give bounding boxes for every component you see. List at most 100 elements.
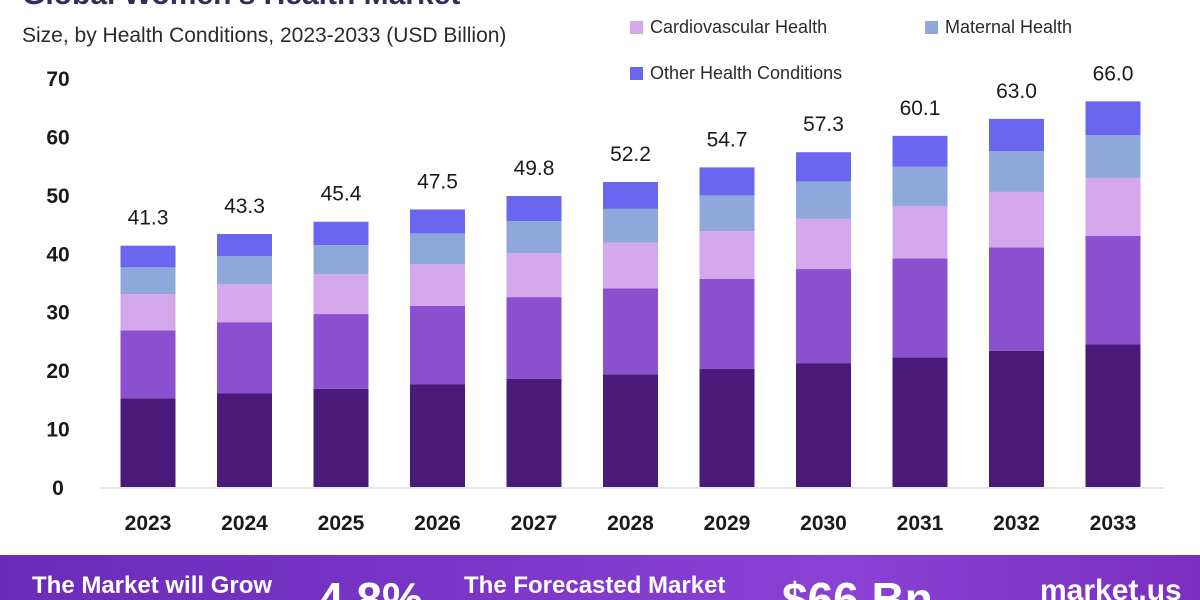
bar-segment: [796, 152, 851, 182]
legend-swatch: [630, 21, 643, 34]
bar-total-label: 43.3: [224, 195, 265, 218]
y-tick-label: 30: [46, 302, 69, 325]
bar-segment: [1085, 177, 1141, 236]
bar-segment: [506, 297, 562, 379]
bar-segment: [699, 368, 755, 487]
page-title: Global Women's Health Market: [22, 0, 460, 12]
bar-segment: [699, 167, 755, 196]
bar-segment: [120, 330, 176, 399]
bar-total-label: 57.3: [803, 113, 844, 136]
bar-segment: [699, 231, 755, 279]
bar-segment: [796, 218, 851, 270]
bar-segment: [892, 258, 948, 358]
bar-segment: [217, 284, 272, 323]
bar-segment: [1085, 135, 1141, 178]
x-tick-label: 2023: [125, 512, 172, 535]
bar-segment: [989, 247, 1044, 351]
bar-segment: [989, 118, 1044, 152]
legend-item-other: Other Health Conditions: [630, 63, 842, 84]
legend-swatch: [630, 67, 643, 80]
bar-segment: [120, 294, 176, 331]
bar-segment: [603, 288, 658, 375]
bar-segment: [410, 305, 465, 385]
x-tick-label: 2025: [318, 512, 365, 535]
bar-segment: [217, 322, 272, 394]
bar-segment: [1085, 101, 1141, 136]
bar-total-label: 63.0: [996, 80, 1037, 103]
bar-segment: [313, 314, 369, 389]
bar-segment: [410, 209, 465, 234]
bar-total-label: 49.8: [514, 157, 555, 180]
legend-item-cardiovascular: Cardiovascular Health: [630, 17, 827, 38]
bar-segment: [313, 221, 369, 246]
bar-total-label: 54.7: [707, 128, 748, 151]
bar-segment: [217, 233, 272, 257]
x-tick-label: 2026: [414, 512, 461, 535]
legend-swatch: [925, 21, 938, 34]
x-tick-label: 2033: [1090, 512, 1137, 535]
bar-segment: [699, 195, 755, 232]
banner-cagr-value: 4.8%: [318, 573, 423, 600]
banner-forecast-value: $66 Bn: [782, 573, 933, 600]
bar-segment: [892, 205, 948, 259]
bar-segment: [699, 278, 755, 369]
bar-total-label: 41.3: [128, 207, 169, 230]
bar-segment: [603, 242, 658, 289]
y-tick-label: 70: [46, 68, 69, 91]
bar-segment: [1085, 344, 1141, 487]
bar-segment: [410, 264, 465, 306]
chart-subtitle: Size, by Health Conditions, 2023-2033 (U…: [22, 24, 507, 47]
bar-segment: [506, 196, 562, 222]
bar-total-label: 52.2: [610, 143, 651, 166]
bar-segment: [120, 398, 176, 487]
y-tick-label: 50: [46, 185, 69, 208]
bar-segment: [506, 378, 562, 487]
bar-segment: [410, 233, 465, 265]
bar-segment: [989, 191, 1044, 248]
bar-segment: [892, 135, 948, 167]
bar-segment: [796, 269, 851, 364]
x-tick-label: 2028: [607, 512, 654, 535]
bar-segment: [796, 363, 851, 487]
bar-segment: [410, 384, 465, 487]
bar-segment: [120, 267, 176, 295]
bar-segment: [989, 350, 1044, 487]
y-tick-label: 40: [46, 243, 69, 266]
y-tick-label: 0: [52, 477, 64, 500]
legend-item-maternal: Maternal Health: [925, 17, 1072, 38]
x-tick-label: 2027: [511, 512, 558, 535]
info-banner: The Market will Grow 4.8% The Forecasted…: [0, 555, 1200, 600]
bar-segment: [603, 374, 658, 487]
bar-segment: [120, 245, 176, 268]
bar-segment: [989, 151, 1044, 192]
bar-segment: [892, 166, 948, 206]
bar-segment: [313, 388, 369, 487]
y-tick-label: 20: [46, 360, 69, 383]
legend-label: Maternal Health: [945, 17, 1073, 37]
y-tick-label: 60: [46, 126, 69, 149]
x-tick-label: 2030: [800, 512, 847, 535]
x-tick-label: 2031: [897, 512, 944, 535]
brand-logo-text: market.us: [1040, 574, 1182, 600]
stacked-bar-chart: 01020304050607041.3202343.3202445.420254…: [46, 62, 1165, 535]
bar-segment: [603, 208, 658, 243]
x-tick-label: 2024: [221, 512, 268, 535]
bar-segment: [313, 245, 369, 275]
bar-segment: [217, 256, 272, 285]
bar-total-label: 45.4: [321, 183, 362, 206]
banner-forecast-text: The Forecasted Market: [464, 572, 726, 599]
bar-segment: [313, 274, 369, 315]
y-tick-label: 10: [46, 419, 69, 442]
x-tick-label: 2029: [704, 512, 751, 535]
x-tick-label: 2032: [993, 512, 1040, 535]
bar-segment: [796, 181, 851, 219]
bar-total-label: 47.5: [417, 170, 458, 193]
bar-segment: [217, 393, 272, 487]
legend-label: Cardiovascular Health: [650, 17, 828, 37]
bar-segment: [506, 253, 562, 298]
bar-segment: [506, 221, 562, 254]
bar-segment: [1085, 235, 1141, 345]
bar-total-label: 66.0: [1093, 62, 1134, 85]
legend-label: Other Health Conditions: [650, 63, 843, 83]
bar-total-label: 60.1: [900, 97, 941, 120]
